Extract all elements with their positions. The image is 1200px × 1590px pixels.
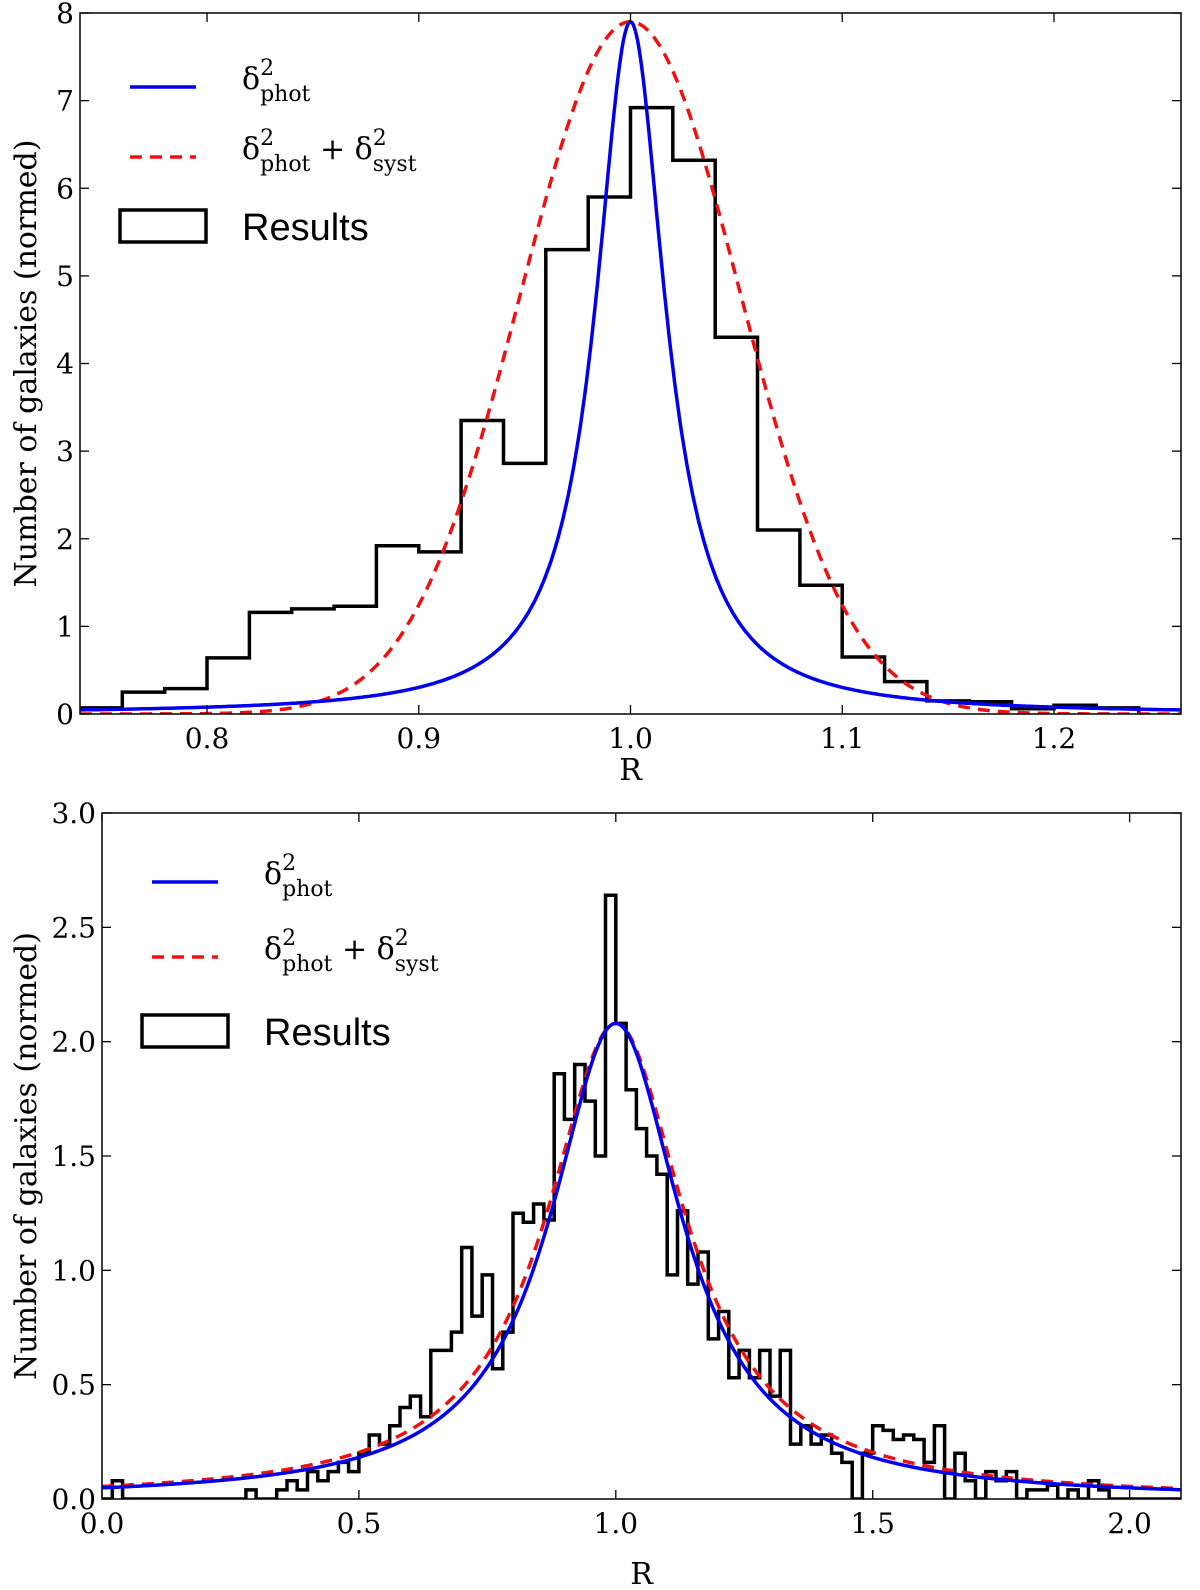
top-y-tick-label: 0 xyxy=(56,698,74,731)
bottom-axis-ticks: 0.0 0.5 1.0 1.5 2.0 0.0 0.5 1.0 1.5 2.0 2.5 3.0 xyxy=(51,797,1181,1540)
bottom-x-tick-label: 1.0 xyxy=(594,1507,639,1540)
top-y-tick-label: 6 xyxy=(56,172,74,205)
bottom-x-axis-label: R xyxy=(630,1557,654,1590)
top-y-tick-label: 4 xyxy=(56,348,74,381)
top-y-tick-label: 8 xyxy=(56,0,74,30)
bottom-legend-label-phot-syst: δ2 phot + δ2 syst xyxy=(264,926,439,977)
bottom-legend-swatch-results xyxy=(140,1013,230,1049)
bottom-legend-label-phot: δ2 phot xyxy=(264,851,333,902)
top-legend: δ2 phot δ2 phot + δ2 syst Results xyxy=(118,56,417,249)
top-x-tick-label: 0.9 xyxy=(397,722,442,755)
bottom-x-tick-label: 0.5 xyxy=(337,1507,382,1540)
top-legend-swatch-results xyxy=(118,208,208,244)
bottom-y-axis-label: Number of galaxies (normed) xyxy=(9,932,44,1380)
top-y-tick-label: 2 xyxy=(56,523,74,556)
bottom-plot-curves xyxy=(102,893,1181,1499)
top-legend-label-results: Results xyxy=(242,207,369,249)
bottom-series-phot-curve xyxy=(102,1021,1181,1492)
bottom-plot-frame xyxy=(101,812,1182,1500)
bottom-panel: 0.0 0.5 1.0 1.5 2.0 0.0 0.5 1.0 1.5 2.0 2.5 3.0 R N… xyxy=(9,797,1182,1590)
top-y-axis-label: Number of galaxies (normed) xyxy=(9,140,44,588)
bottom-legend: δ2 phot δ2 phot + δ2 syst Results xyxy=(140,851,439,1054)
top-x-tick-label: 0.8 xyxy=(185,722,230,755)
bottom-x-tick-label: 2.0 xyxy=(1107,1507,1152,1540)
top-legend-label-phot: δ2 phot xyxy=(242,56,311,107)
top-panel: 0.8 0.9 1.0 1.1 1.2 0 1 2 3 4 5 6 7 8 R Number of gal… xyxy=(9,0,1182,788)
top-x-tick-label: 1.2 xyxy=(1032,722,1077,755)
top-y-tick-label: 1 xyxy=(56,610,74,643)
top-x-tick-label: 1.0 xyxy=(608,722,653,755)
top-x-axis-label: R xyxy=(619,753,643,788)
bottom-series-phot-syst-curve xyxy=(102,1021,1181,1491)
bottom-y-tick-label: 2.0 xyxy=(51,1026,96,1059)
bottom-y-tick-label: 2.5 xyxy=(51,911,96,944)
bottom-y-tick-label: 3.0 xyxy=(51,797,96,830)
top-y-tick-label: 3 xyxy=(56,435,74,468)
bottom-y-tick-label: 1.5 xyxy=(51,1140,96,1173)
top-legend-label-phot-syst: δ2 phot + δ2 syst xyxy=(242,126,417,177)
bottom-y-tick-label: 0.0 xyxy=(51,1483,96,1516)
bottom-legend-label-results: Results xyxy=(264,1012,391,1054)
top-plot-curves xyxy=(80,19,1181,714)
top-y-tick-label: 7 xyxy=(56,85,74,118)
top-series-results-histogram xyxy=(80,105,1141,714)
top-x-tick-label: 1.1 xyxy=(820,722,865,755)
top-axis-ticks: 0.8 0.9 1.0 1.1 1.2 0 1 2 3 4 5 6 7 8 xyxy=(56,0,1181,755)
bottom-x-tick-label: 1.5 xyxy=(850,1507,895,1540)
bottom-x-tick-label: 0.0 xyxy=(80,1507,125,1540)
bottom-y-tick-label: 1.0 xyxy=(51,1254,96,1287)
bottom-y-tick-label: 0.5 xyxy=(51,1369,96,1402)
bottom-series-results-histogram xyxy=(102,893,1181,1499)
top-y-tick-label: 5 xyxy=(56,260,74,293)
